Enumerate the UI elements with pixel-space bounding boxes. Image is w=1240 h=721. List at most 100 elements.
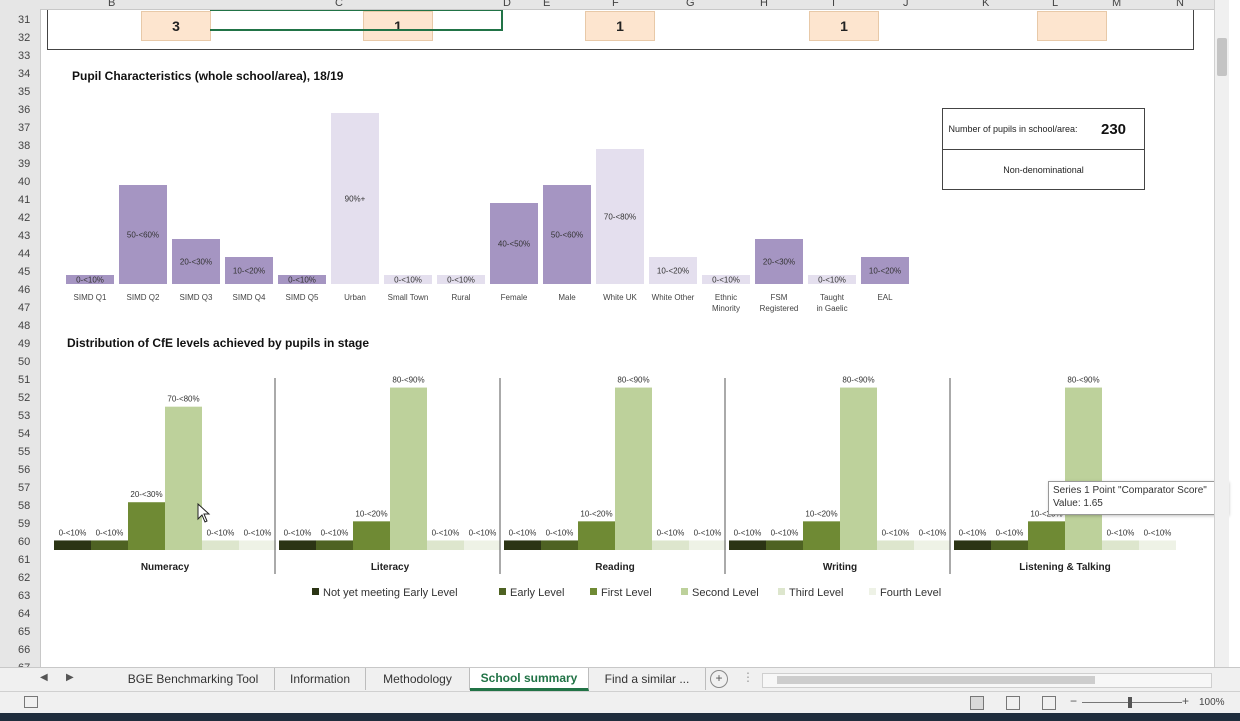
row-header-34[interactable]: 34 <box>18 68 31 80</box>
row-header-47[interactable]: 47 <box>18 302 31 314</box>
chart2-bar[interactable] <box>279 540 316 550</box>
chart2-bar[interactable] <box>954 540 991 550</box>
column-header-f[interactable]: F <box>612 0 619 9</box>
chart1-bar[interactable] <box>808 275 856 284</box>
zoom-slider[interactable] <box>1082 702 1182 703</box>
column-header-g[interactable]: G <box>686 0 695 9</box>
cfe-levels-chart[interactable]: 0-<10% 0-<10% 20-<30% 70-<80% 0-<10% 0-<10% Nu… <box>50 360 1180 610</box>
row-header-66[interactable]: 66 <box>18 644 31 656</box>
row-header-39[interactable]: 39 <box>18 158 31 170</box>
column-header-e[interactable]: E <box>543 0 551 9</box>
chart2-bar[interactable] <box>353 521 390 550</box>
chart1-bar[interactable] <box>861 257 909 284</box>
row-header-50[interactable]: 50 <box>18 356 31 368</box>
row-header-38[interactable]: 38 <box>18 140 31 152</box>
chart2-bar[interactable] <box>914 540 951 550</box>
zoom-out-icon[interactable]: − <box>1070 694 1078 708</box>
macro-record-icon[interactable] <box>24 696 38 708</box>
chart1-bar[interactable] <box>119 185 167 284</box>
chart2-bar[interactable] <box>729 540 766 550</box>
column-header-m[interactable]: M <box>1112 0 1122 9</box>
cell-value[interactable]: 3 <box>141 11 211 41</box>
row-header-48[interactable]: 48 <box>18 320 31 332</box>
row-header-37[interactable]: 37 <box>18 122 31 134</box>
column-header-c[interactable]: C <box>335 0 343 9</box>
chart1-bar[interactable] <box>437 275 485 284</box>
row-header-46[interactable]: 46 <box>18 284 31 296</box>
chart1-bar[interactable] <box>543 185 591 284</box>
chart2-bar[interactable] <box>316 540 353 550</box>
scrollbar-thumb[interactable] <box>777 676 1095 684</box>
column-header-d[interactable]: D <box>503 0 511 9</box>
row-header-32[interactable]: 32 <box>18 32 31 44</box>
row-header-36[interactable]: 36 <box>18 104 31 116</box>
chart1-bar[interactable] <box>755 239 803 284</box>
chart1-bar[interactable] <box>331 113 379 284</box>
row-header-45[interactable]: 45 <box>18 266 31 278</box>
add-sheet-icon[interactable]: + <box>710 670 728 688</box>
chart1-bar[interactable] <box>225 257 273 284</box>
chart2-bar[interactable] <box>541 540 578 550</box>
column-header-n[interactable]: N <box>1176 0 1184 9</box>
column-header-j[interactable]: J <box>903 0 909 9</box>
tab-splitter-icon[interactable]: ⋮ <box>742 670 754 684</box>
chart1-bar[interactable] <box>66 275 114 284</box>
worksheet-grid[interactable] <box>41 10 1214 667</box>
chart2-bar[interactable] <box>504 540 541 550</box>
cell-value[interactable]: 1 <box>363 11 433 41</box>
row-header-63[interactable]: 63 <box>18 590 31 602</box>
row-header-31[interactable]: 31 <box>18 14 31 26</box>
row-header-64[interactable]: 64 <box>18 608 31 620</box>
chart1-bar[interactable] <box>490 203 538 284</box>
tab-information[interactable]: Information <box>275 668 366 690</box>
chart1-bar[interactable] <box>172 239 220 284</box>
chart1-bar[interactable] <box>384 275 432 284</box>
tab-methodology[interactable]: Methodology <box>366 668 470 690</box>
cell-value[interactable]: 1 <box>585 11 655 41</box>
chart2-bar[interactable] <box>1028 521 1065 550</box>
cell-value[interactable] <box>1037 11 1107 41</box>
chart2-bar[interactable] <box>652 540 689 550</box>
row-header-59[interactable]: 59 <box>18 518 31 530</box>
row-header-55[interactable]: 55 <box>18 446 31 458</box>
zoom-slider-handle[interactable] <box>1128 697 1132 708</box>
row-header-52[interactable]: 52 <box>18 392 31 404</box>
tab-find-similar[interactable]: Find a similar ... <box>589 668 706 690</box>
chart2-bar[interactable] <box>766 540 803 550</box>
row-header-35[interactable]: 35 <box>18 86 31 98</box>
chart2-bar[interactable] <box>128 502 165 550</box>
row-header-33[interactable]: 33 <box>18 50 31 62</box>
column-header-h[interactable]: H <box>760 0 768 9</box>
vertical-scrollbar[interactable] <box>1214 0 1229 667</box>
column-header-i[interactable]: I <box>832 0 836 9</box>
chart2-bar[interactable] <box>840 387 877 550</box>
row-header-42[interactable]: 42 <box>18 212 31 224</box>
pupil-characteristics-chart[interactable]: 0-<10% SIMD Q1 50-<60% SIMD Q2 20-<30% SIMD Q… <box>60 96 920 318</box>
horizontal-scrollbar[interactable] <box>762 673 1212 688</box>
row-header-53[interactable]: 53 <box>18 410 31 422</box>
chart2-bar[interactable] <box>202 540 239 550</box>
chart2-bar[interactable] <box>1065 387 1102 550</box>
page-break-icon[interactable] <box>1042 696 1056 710</box>
tab-school-summary[interactable]: School summary <box>470 668 589 691</box>
row-header-40[interactable]: 40 <box>18 176 31 188</box>
row-header-58[interactable]: 58 <box>18 500 31 512</box>
chart1-bar[interactable] <box>702 275 750 284</box>
row-header-41[interactable]: 41 <box>18 194 31 206</box>
tab-bge-benchmarking-tool[interactable]: BGE Benchmarking Tool <box>112 668 275 690</box>
chart2-bar[interactable] <box>991 540 1028 550</box>
row-header-57[interactable]: 57 <box>18 482 31 494</box>
column-header-b[interactable]: B <box>108 0 116 9</box>
normal-view-icon[interactable] <box>970 696 984 710</box>
chart1-bar[interactable] <box>278 275 326 284</box>
chart2-bar[interactable] <box>165 406 202 550</box>
chart1-bar[interactable] <box>596 149 644 284</box>
row-header-51[interactable]: 51 <box>18 374 31 386</box>
chart2-bar[interactable] <box>578 521 615 550</box>
scrollbar-thumb[interactable] <box>1217 38 1227 76</box>
chart2-bar[interactable] <box>1102 540 1139 550</box>
chart2-bar[interactable] <box>1139 540 1176 550</box>
row-header-54[interactable]: 54 <box>18 428 31 440</box>
cell-value[interactable]: 1 <box>809 11 879 41</box>
page-layout-icon[interactable] <box>1006 696 1020 710</box>
